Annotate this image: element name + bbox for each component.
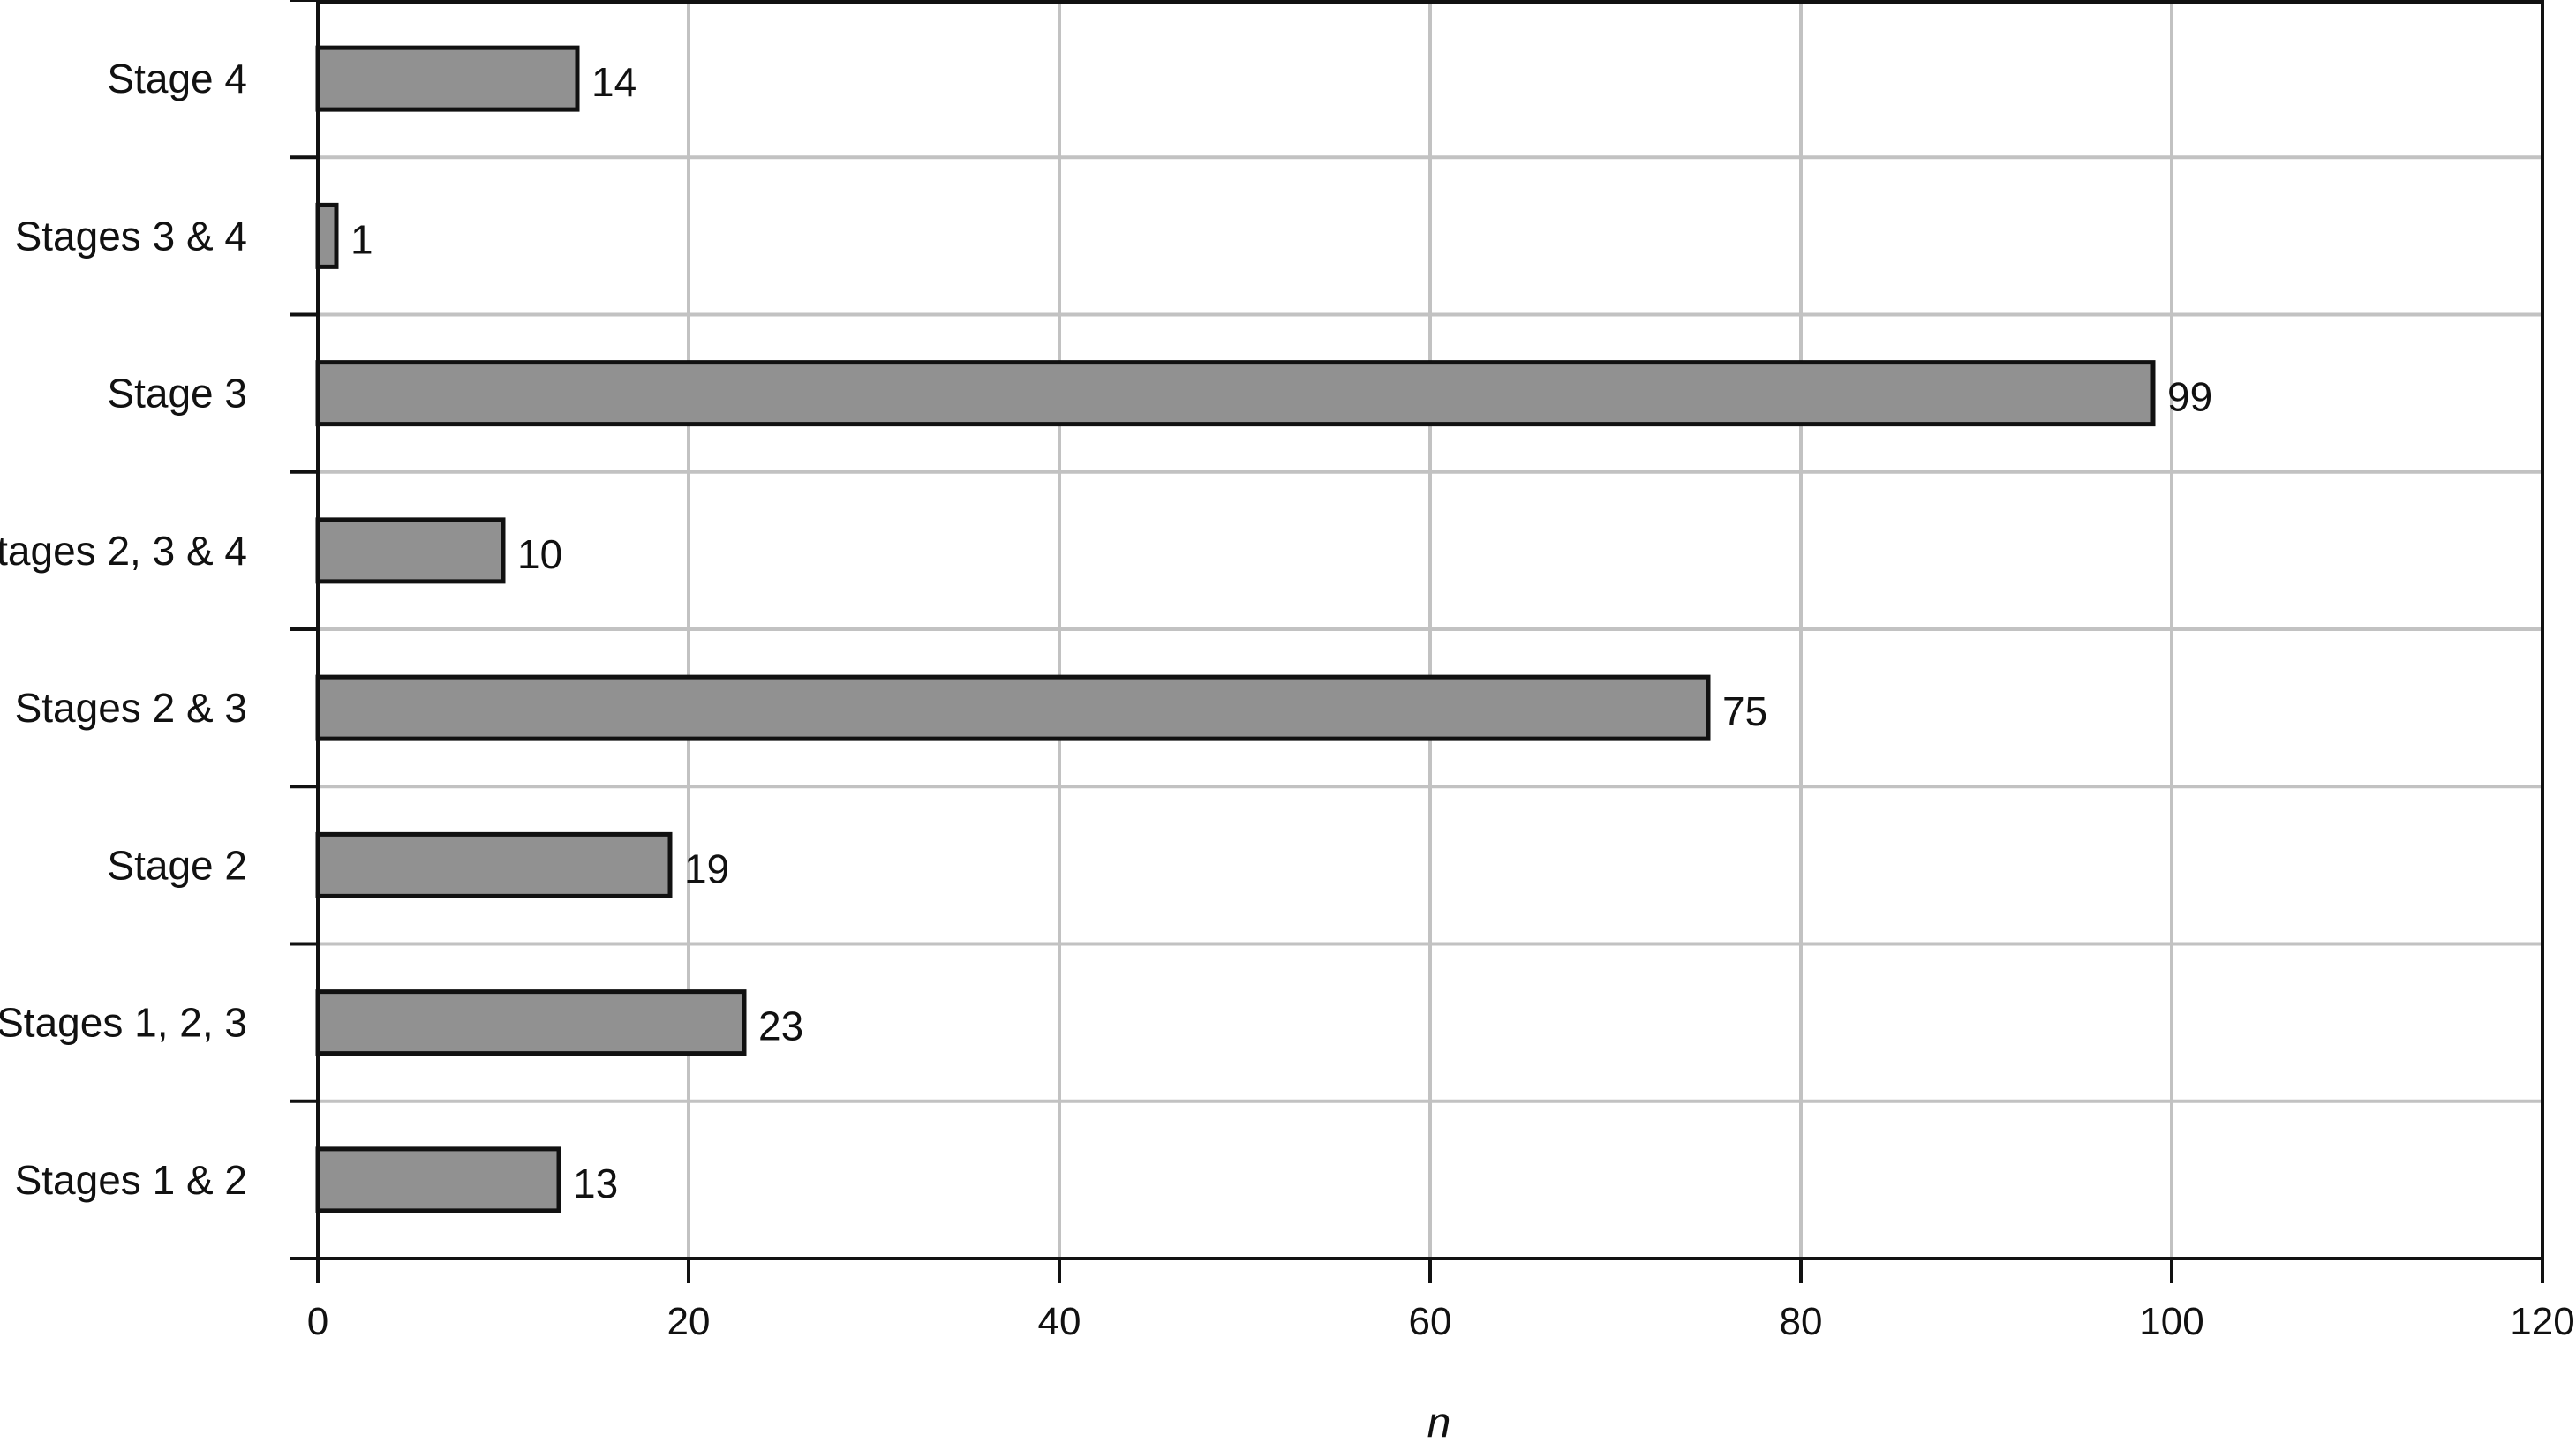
- category-label: Stage 4: [107, 56, 247, 101]
- x-axis-title: n: [1427, 1400, 1451, 1446]
- bar: [315, 1146, 561, 1213]
- category-label: Stage 2: [107, 842, 247, 888]
- x-tick-label: 20: [667, 1300, 711, 1343]
- value-label: 19: [684, 845, 729, 891]
- category-label: Stage 3: [107, 371, 247, 417]
- value-label: 14: [591, 59, 636, 105]
- value-label: 99: [2167, 374, 2212, 420]
- category-label: Stages 2, 3 & 4: [0, 528, 247, 574]
- category-label: Stages 1 & 2: [15, 1157, 247, 1203]
- x-tick-label: 60: [1409, 1300, 1452, 1343]
- category-label: Stages 1, 2, 3: [0, 1000, 247, 1046]
- bar: [315, 831, 673, 898]
- bar: [315, 360, 2156, 427]
- labels: n 0 20 40 60 80 100 120 Stage 4 14 Stages 3 & 4 1 S…: [0, 56, 2575, 1446]
- value-label: 1: [350, 216, 373, 262]
- gridlines: [318, 0, 2544, 1258]
- value-label: 13: [573, 1161, 618, 1206]
- axes: [290, 0, 2544, 1283]
- x-tick-label: 0: [307, 1300, 328, 1343]
- value-label: 10: [517, 531, 562, 577]
- bars: [315, 45, 2156, 1213]
- bar: [315, 989, 747, 1056]
- x-tick-label: 80: [1780, 1300, 1823, 1343]
- x-tick-label: 120: [2510, 1300, 2574, 1343]
- bar: [315, 45, 580, 112]
- category-label: Stages 2 & 3: [15, 685, 247, 731]
- category-label: Stages 3 & 4: [15, 213, 247, 259]
- value-label: 23: [758, 1003, 803, 1049]
- x-tick-label: 100: [2139, 1300, 2203, 1343]
- bar: [315, 517, 506, 584]
- bar: [315, 202, 339, 269]
- value-label: 75: [1722, 688, 1767, 734]
- bar: [315, 674, 1711, 741]
- x-tick-label: 40: [1038, 1300, 1081, 1343]
